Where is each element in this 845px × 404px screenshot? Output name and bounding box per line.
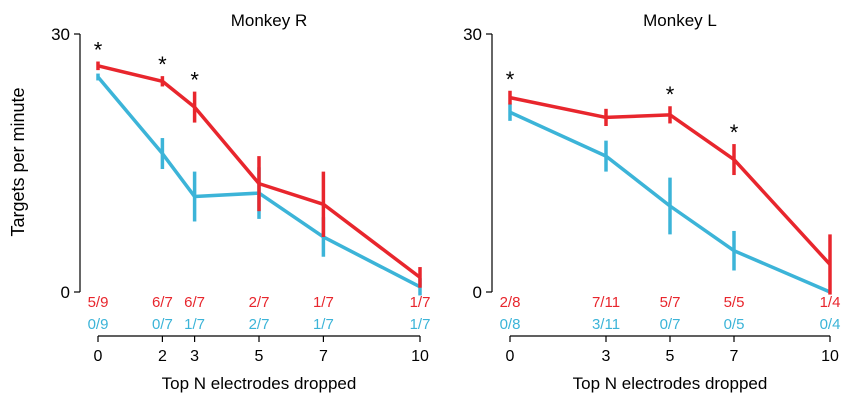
count-label: 0/7 (660, 316, 681, 333)
count-label: 1/7 (410, 316, 431, 333)
panel-1: Monkey R 0 30 0 2 3 5 7 10 Top N electrodes dropp… (51, 11, 430, 393)
count-label: 1/7 (184, 316, 205, 333)
chart-title: Monkey R (231, 11, 308, 30)
x-tick-label: 5 (666, 348, 675, 365)
significance-marker: * (506, 67, 515, 92)
significance-marker: * (94, 38, 103, 63)
count-label: 2/8 (500, 294, 521, 311)
count-label: 0/9 (88, 316, 109, 333)
count-label: 6/7 (152, 294, 173, 311)
count-label: 1/7 (313, 316, 334, 333)
count-label: 7/11 (592, 294, 620, 311)
x-tick-label: 3 (602, 348, 611, 365)
count-label: 0/4 (820, 316, 841, 333)
series-line-1 (97, 64, 422, 279)
count-label: 5/7 (660, 294, 681, 311)
chart-title: Monkey L (643, 11, 717, 30)
count-label: 5/5 (724, 294, 745, 311)
count-label: 2/7 (249, 294, 270, 311)
x-axis-label: Top N electrodes dropped (162, 374, 357, 393)
count-label: 2/7 (249, 316, 270, 333)
x-tick-label: 3 (190, 348, 199, 365)
significance-marker: * (730, 120, 739, 145)
x-axis-label: Top N electrodes dropped (573, 374, 768, 393)
x-tick-label: 10 (821, 348, 839, 365)
count-label: 6/7 (184, 294, 205, 311)
x-tick-label: 10 (411, 348, 429, 365)
count-label: 0/7 (152, 316, 173, 333)
significance-marker: * (666, 82, 675, 107)
panel-2: Monkey L 0 30 0 3 5 7 10 Top N electrodes droppe… (463, 11, 840, 393)
y-tick-label: 30 (463, 25, 482, 44)
count-label: 1/7 (313, 294, 334, 311)
y-tick-label: 0 (473, 283, 482, 302)
y-tick-label: 0 (61, 283, 70, 302)
x-tick-label: 2 (158, 348, 167, 365)
significance-marker: * (190, 68, 199, 93)
x-tick-label: 7 (319, 348, 328, 365)
count-label: 0/5 (724, 316, 745, 333)
y-tick-label: 30 (51, 25, 70, 44)
x-tick-label: 7 (730, 348, 739, 365)
series-line-2 (96, 75, 421, 289)
x-tick-label: 0 (94, 348, 103, 365)
count-label: 3/11 (592, 316, 620, 333)
x-tick-label: 5 (255, 348, 264, 365)
count-label: 1/7 (410, 294, 431, 311)
count-label: 0/8 (500, 316, 521, 333)
x-tick-label: 0 (506, 348, 515, 365)
significance-marker: * (158, 52, 167, 77)
count-label: 1/4 (820, 294, 841, 311)
count-label: 5/9 (88, 294, 109, 311)
y-axis-label: Targets per minute (8, 87, 28, 236)
